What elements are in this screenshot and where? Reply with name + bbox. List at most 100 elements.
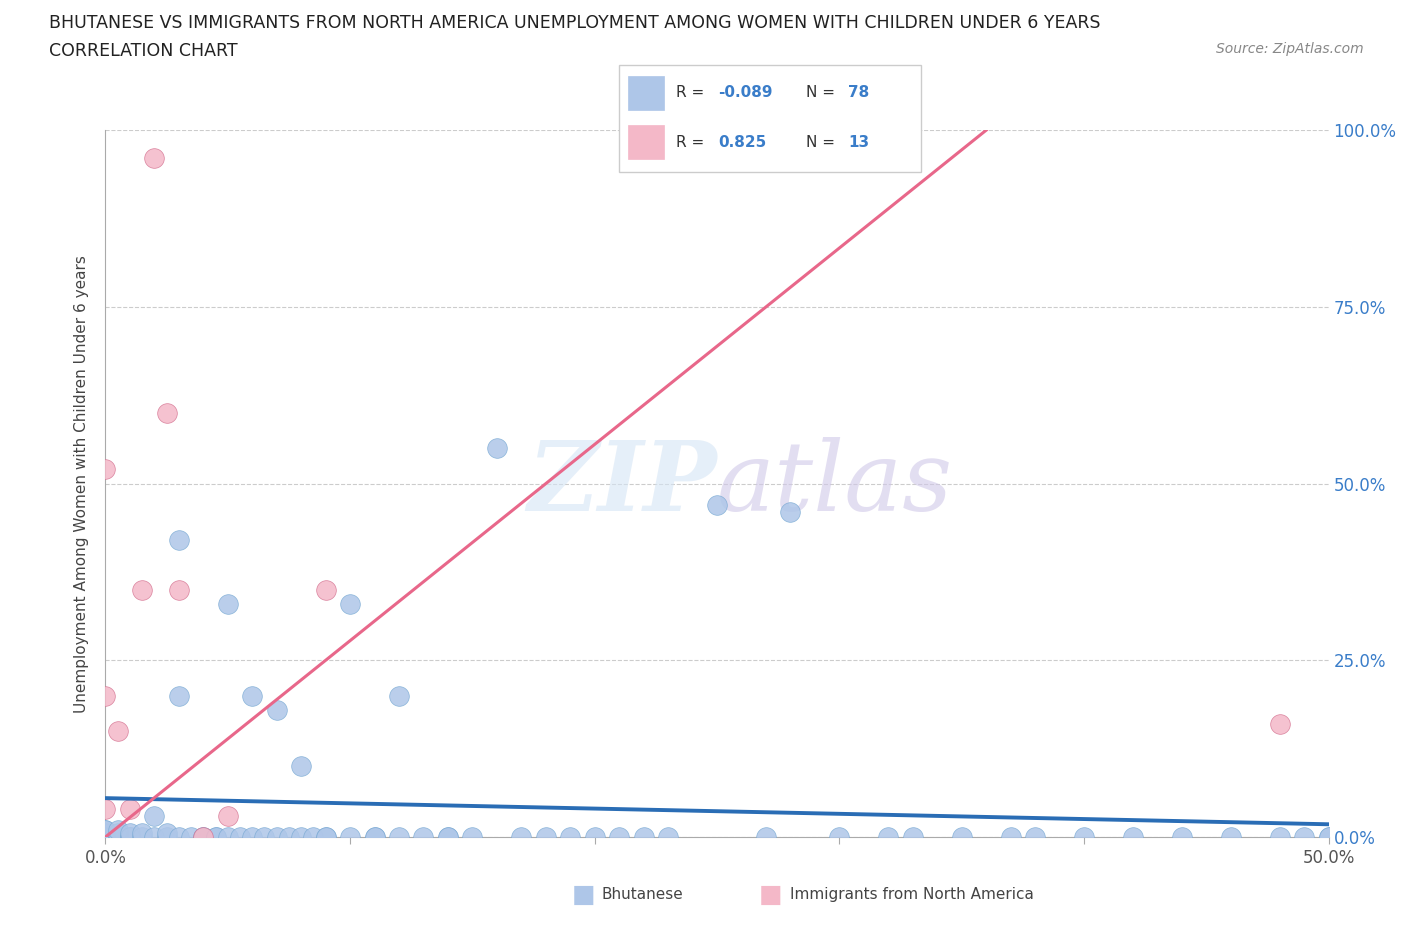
Point — [94, 822, 117, 837]
Text: Source: ZipAtlas.com: Source: ZipAtlas.com — [1216, 42, 1364, 56]
Point — [583, 830, 606, 844]
Point — [204, 830, 226, 844]
Point — [607, 830, 630, 844]
Point — [828, 830, 851, 844]
Point — [290, 759, 312, 774]
Point — [167, 830, 190, 844]
Point — [107, 826, 129, 841]
Point — [461, 830, 484, 844]
Point — [107, 724, 129, 738]
Point — [204, 830, 226, 844]
Point — [437, 830, 460, 844]
Point — [240, 830, 263, 844]
Point — [217, 808, 239, 823]
Point — [143, 830, 166, 844]
Point — [266, 830, 288, 844]
Point — [118, 826, 141, 841]
Point — [510, 830, 533, 844]
Point — [193, 830, 215, 844]
Point — [118, 830, 141, 844]
Point — [217, 830, 239, 844]
Text: 0.825: 0.825 — [718, 135, 766, 150]
Point — [1219, 830, 1241, 844]
Point — [1171, 830, 1194, 844]
Point — [217, 596, 239, 611]
Point — [107, 830, 129, 844]
Text: 78: 78 — [848, 86, 870, 100]
Text: atlas: atlas — [717, 436, 953, 531]
Point — [131, 826, 153, 841]
Text: ZIP: ZIP — [527, 436, 717, 531]
Text: ■: ■ — [759, 883, 782, 907]
Bar — [627, 76, 664, 110]
Point — [657, 830, 679, 844]
Point — [485, 441, 508, 456]
Point — [143, 808, 166, 823]
Text: N =: N = — [806, 86, 835, 100]
Point — [278, 830, 301, 844]
Point — [302, 830, 325, 844]
Point — [339, 596, 361, 611]
Point — [94, 830, 117, 844]
Bar — [627, 125, 664, 159]
Text: R =: R = — [676, 135, 704, 150]
Text: BHUTANESE VS IMMIGRANTS FROM NORTH AMERICA UNEMPLOYMENT AMONG WOMEN WITH CHILDRE: BHUTANESE VS IMMIGRANTS FROM NORTH AMERI… — [49, 14, 1101, 32]
Text: CORRELATION CHART: CORRELATION CHART — [49, 42, 238, 60]
Point — [266, 702, 288, 717]
Point — [118, 802, 141, 817]
Point — [1294, 830, 1316, 844]
Point — [388, 688, 411, 703]
Point — [534, 830, 557, 844]
Point — [779, 504, 801, 519]
Point — [240, 688, 263, 703]
Point — [193, 830, 215, 844]
Point — [755, 830, 778, 844]
Point — [1268, 716, 1291, 731]
Text: ■: ■ — [572, 883, 595, 907]
Point — [1024, 830, 1046, 844]
Point — [167, 582, 190, 597]
Point — [94, 830, 117, 844]
Point — [315, 582, 337, 597]
Point — [412, 830, 434, 844]
Point — [94, 830, 117, 844]
Y-axis label: Unemployment Among Women with Children Under 6 years: Unemployment Among Women with Children U… — [75, 255, 90, 712]
Point — [94, 830, 117, 844]
Point — [107, 830, 129, 844]
Point — [1000, 830, 1022, 844]
Point — [156, 405, 179, 420]
Point — [167, 533, 190, 548]
Point — [633, 830, 655, 844]
Point — [560, 830, 582, 844]
Point — [950, 830, 973, 844]
Point — [193, 830, 215, 844]
Text: 13: 13 — [848, 135, 869, 150]
Point — [94, 462, 117, 477]
Point — [143, 151, 166, 166]
Point — [437, 830, 460, 844]
Point — [1073, 830, 1095, 844]
Text: -0.089: -0.089 — [718, 86, 773, 100]
Point — [363, 830, 385, 844]
Point — [180, 830, 202, 844]
Point — [901, 830, 924, 844]
Text: R =: R = — [676, 86, 704, 100]
Point — [363, 830, 385, 844]
Point — [94, 802, 117, 817]
Point — [290, 830, 312, 844]
Point — [1268, 830, 1291, 844]
Point — [253, 830, 276, 844]
Point — [131, 830, 153, 844]
FancyBboxPatch shape — [619, 65, 921, 172]
Point — [94, 822, 117, 837]
Text: Bhutanese: Bhutanese — [602, 887, 683, 902]
Point — [94, 688, 117, 703]
Point — [339, 830, 361, 844]
Point — [388, 830, 411, 844]
Point — [118, 830, 141, 844]
Point — [1317, 830, 1340, 844]
Point — [877, 830, 900, 844]
Point — [131, 582, 153, 597]
Text: Immigrants from North America: Immigrants from North America — [790, 887, 1033, 902]
Point — [156, 830, 179, 844]
